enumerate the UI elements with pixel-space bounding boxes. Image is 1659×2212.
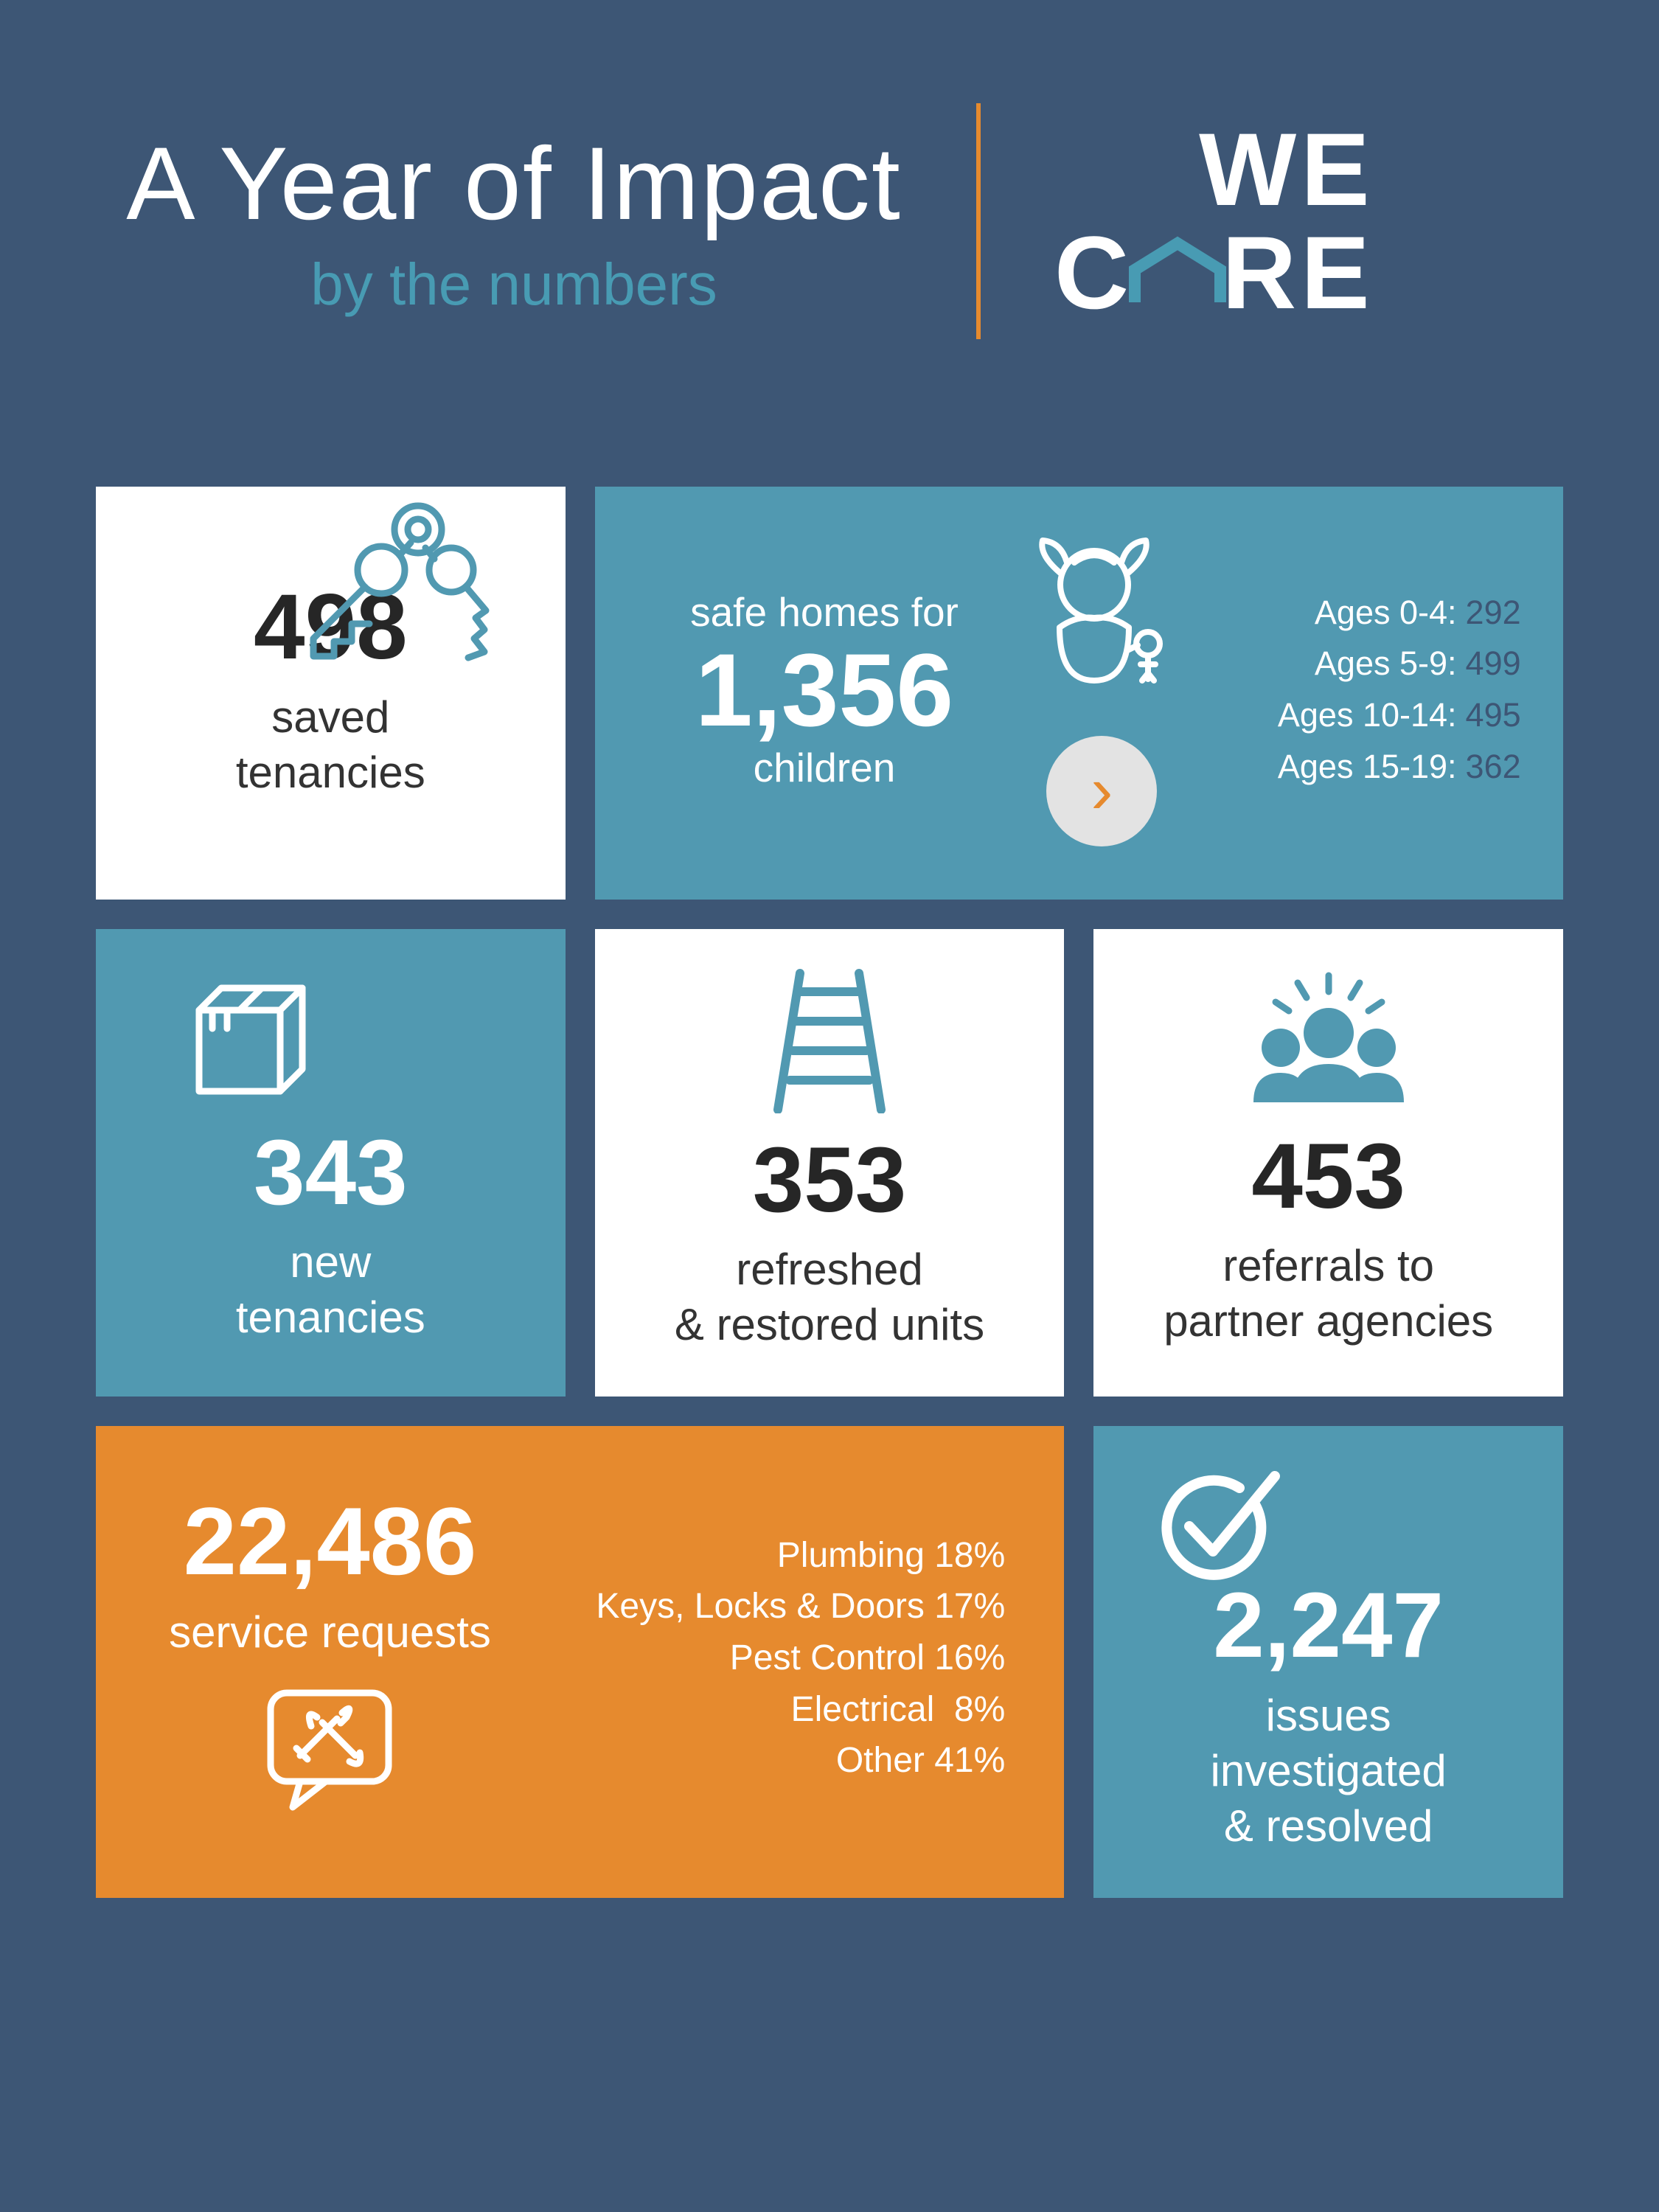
card-saved-tenancies: 498 saved tenancies (96, 487, 566, 900)
box-icon (170, 973, 310, 1110)
children-trail: children (625, 744, 1025, 791)
resolved-label: issues investigated & resolved (1211, 1688, 1447, 1854)
card-refreshed-units: 353 refreshed & restored units (595, 929, 1065, 1397)
breakdown-row: Keys, Locks & Doors 17% (535, 1581, 1005, 1632)
refreshed-value: 353 (753, 1132, 907, 1228)
stats-grid: 498 saved tenancies safe homes for 1,356… (96, 487, 1563, 1898)
children-lead: safe homes for (625, 588, 1025, 636)
logo-c: C (1054, 221, 1133, 324)
card-safe-homes-children: safe homes for 1,356 children (595, 487, 1563, 900)
breakdown-row: Electrical 8% (535, 1684, 1005, 1736)
card-referrals: 453 referrals to partner agencies (1093, 929, 1563, 1397)
age-row: Ages 5-9:499 (1179, 638, 1520, 689)
checkmark-circle-icon (1145, 1463, 1285, 1592)
tools-bubble-icon (260, 1682, 400, 1818)
requests-breakdown: Plumbing 18% Keys, Locks & Doors 17% Pes… (535, 1530, 1034, 1787)
people-sun-icon (1240, 970, 1417, 1113)
saved-label: saved tenancies (236, 689, 425, 800)
requests-value: 22,486 (125, 1491, 535, 1592)
resolved-value: 2,247 (1213, 1577, 1444, 1674)
referrals-label: referrals to partner agencies (1164, 1238, 1493, 1349)
children-value: 1,356 (625, 636, 1025, 744)
logo-line-care: C RE (1054, 221, 1374, 324)
children-age-breakdown: Ages 0-4:292 Ages 5-9:499 Ages 10-14:495… (1179, 587, 1543, 793)
age-row: Ages 15-19:362 (1179, 741, 1520, 793)
breakdown-row: Other 41% (535, 1735, 1005, 1787)
breakdown-row: Plumbing 18% (535, 1530, 1005, 1582)
new-label: new tenancies (236, 1234, 425, 1345)
logo-line-we: WE (1199, 118, 1374, 221)
we-care-logo: WE C RE (1054, 118, 1374, 324)
page-subtitle: by the numbers (96, 251, 932, 319)
logo-re: RE (1222, 221, 1374, 324)
chevron-right-icon: › (1046, 736, 1157, 846)
card-service-requests: 22,486 service requests Plumbing 18% (96, 1426, 1064, 1897)
child-doll-icon (1024, 533, 1179, 699)
roof-icon (1126, 221, 1229, 324)
header: A Year of Impact by the numbers WE C RE (96, 103, 1563, 339)
header-divider (976, 103, 981, 339)
breakdown-row: Pest Control 16% (535, 1632, 1005, 1684)
page-title: A Year of Impact (96, 124, 932, 243)
children-summary: safe homes for 1,356 children (625, 588, 1025, 791)
requests-label: service requests (125, 1604, 535, 1660)
age-row: Ages 0-4:292 (1179, 587, 1520, 639)
header-left: A Year of Impact by the numbers (96, 124, 976, 319)
age-row: Ages 10-14:495 (1179, 689, 1520, 741)
referrals-value: 453 (1251, 1128, 1405, 1225)
card-issues-resolved: 2,247 issues investigated & resolved (1093, 1426, 1563, 1897)
card-new-tenancies: 343 new tenancies (96, 929, 566, 1397)
new-value: 343 (254, 1124, 408, 1221)
refreshed-label: refreshed & restored units (675, 1242, 984, 1352)
ladder-icon (763, 966, 896, 1117)
keys-icon (300, 500, 492, 673)
